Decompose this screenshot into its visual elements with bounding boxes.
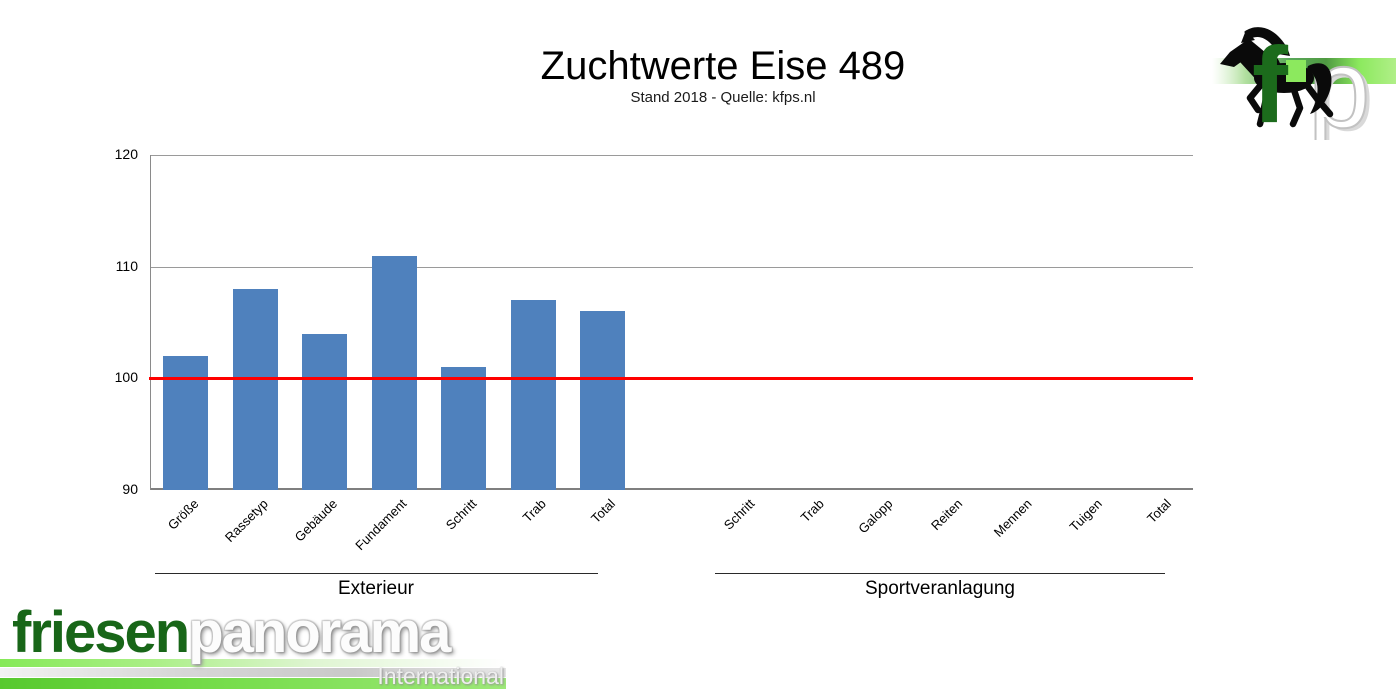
x-category-label-tuigen: Tuigen <box>1066 496 1105 535</box>
wordmark-friesen: friesen <box>12 600 190 665</box>
x-category-label-gebäude: Gebäude <box>291 496 341 545</box>
x-category-label-total: Total <box>1143 496 1174 527</box>
horse-fp-logo-icon: p p f <box>1212 24 1396 154</box>
wordmark-panorama: panorama <box>188 600 451 665</box>
friesenpanorama-footer-logo: friesenpanorama International <box>0 600 560 700</box>
logo-letter-f: f <box>1252 24 1289 140</box>
logo-band-bright-segment <box>1286 60 1306 82</box>
footer-tagline: International <box>377 663 504 689</box>
x-category-label-galopp: Galopp <box>855 496 897 537</box>
bar-trab <box>511 300 556 490</box>
footer-stripe-green-top <box>0 659 506 667</box>
x-category-label-mennen: Mennen <box>991 496 1035 540</box>
gridline-120 <box>151 155 1193 156</box>
bar-rassetyp <box>233 289 278 490</box>
y-tick-label-90: 90 <box>122 481 138 497</box>
x-category-label-fundament: Fundament <box>352 496 410 554</box>
x-category-label-reiten: Reiten <box>928 496 966 534</box>
y-tick-label-110: 110 <box>115 257 138 274</box>
title-block: Zuchtwerte Eise 489 Stand 2018 - Quelle:… <box>23 44 1400 106</box>
x-category-label-total: Total <box>588 496 619 527</box>
x-category-label-trab: Trab <box>797 496 827 526</box>
x-category-label-rassetyp: Rassetyp <box>221 496 271 545</box>
footer-stripe-silver <box>0 668 506 677</box>
bar-gebäude <box>302 333 347 490</box>
x-category-label-schritt: Schritt <box>442 496 480 533</box>
x-category-label-trab: Trab <box>519 496 549 526</box>
x-axis-line <box>151 488 1193 490</box>
group-label-exterieur: Exterieur <box>337 578 415 599</box>
group-line-sportveranlagung <box>715 573 1165 574</box>
y-tick-label-100: 100 <box>114 369 138 386</box>
chart-title: Zuchtwerte Eise 489 <box>540 44 906 88</box>
footer-stripe-green-bottom <box>0 678 506 689</box>
footer-wordmark: friesenpanorama <box>12 604 451 662</box>
plot-area <box>149 155 1193 490</box>
x-category-label-schritt: Schritt <box>720 496 758 533</box>
chart-subtitle: Stand 2018 - Quelle: kfps.nl <box>630 89 816 106</box>
bar-total <box>580 311 625 490</box>
x-category-label-größe: Größe <box>164 496 202 533</box>
y-tick-label-120: 120 <box>114 146 138 162</box>
gridline-110 <box>151 267 1193 268</box>
group-label-sportveranlagung: Sportveranlagung <box>865 578 1015 599</box>
bar-fundament <box>372 255 417 490</box>
group-line-exterieur <box>155 573 598 574</box>
bar-schritt <box>441 367 486 490</box>
friesenpanorama-corner-logo: p p f <box>1212 6 1396 154</box>
reference-line-100 <box>149 377 1193 380</box>
